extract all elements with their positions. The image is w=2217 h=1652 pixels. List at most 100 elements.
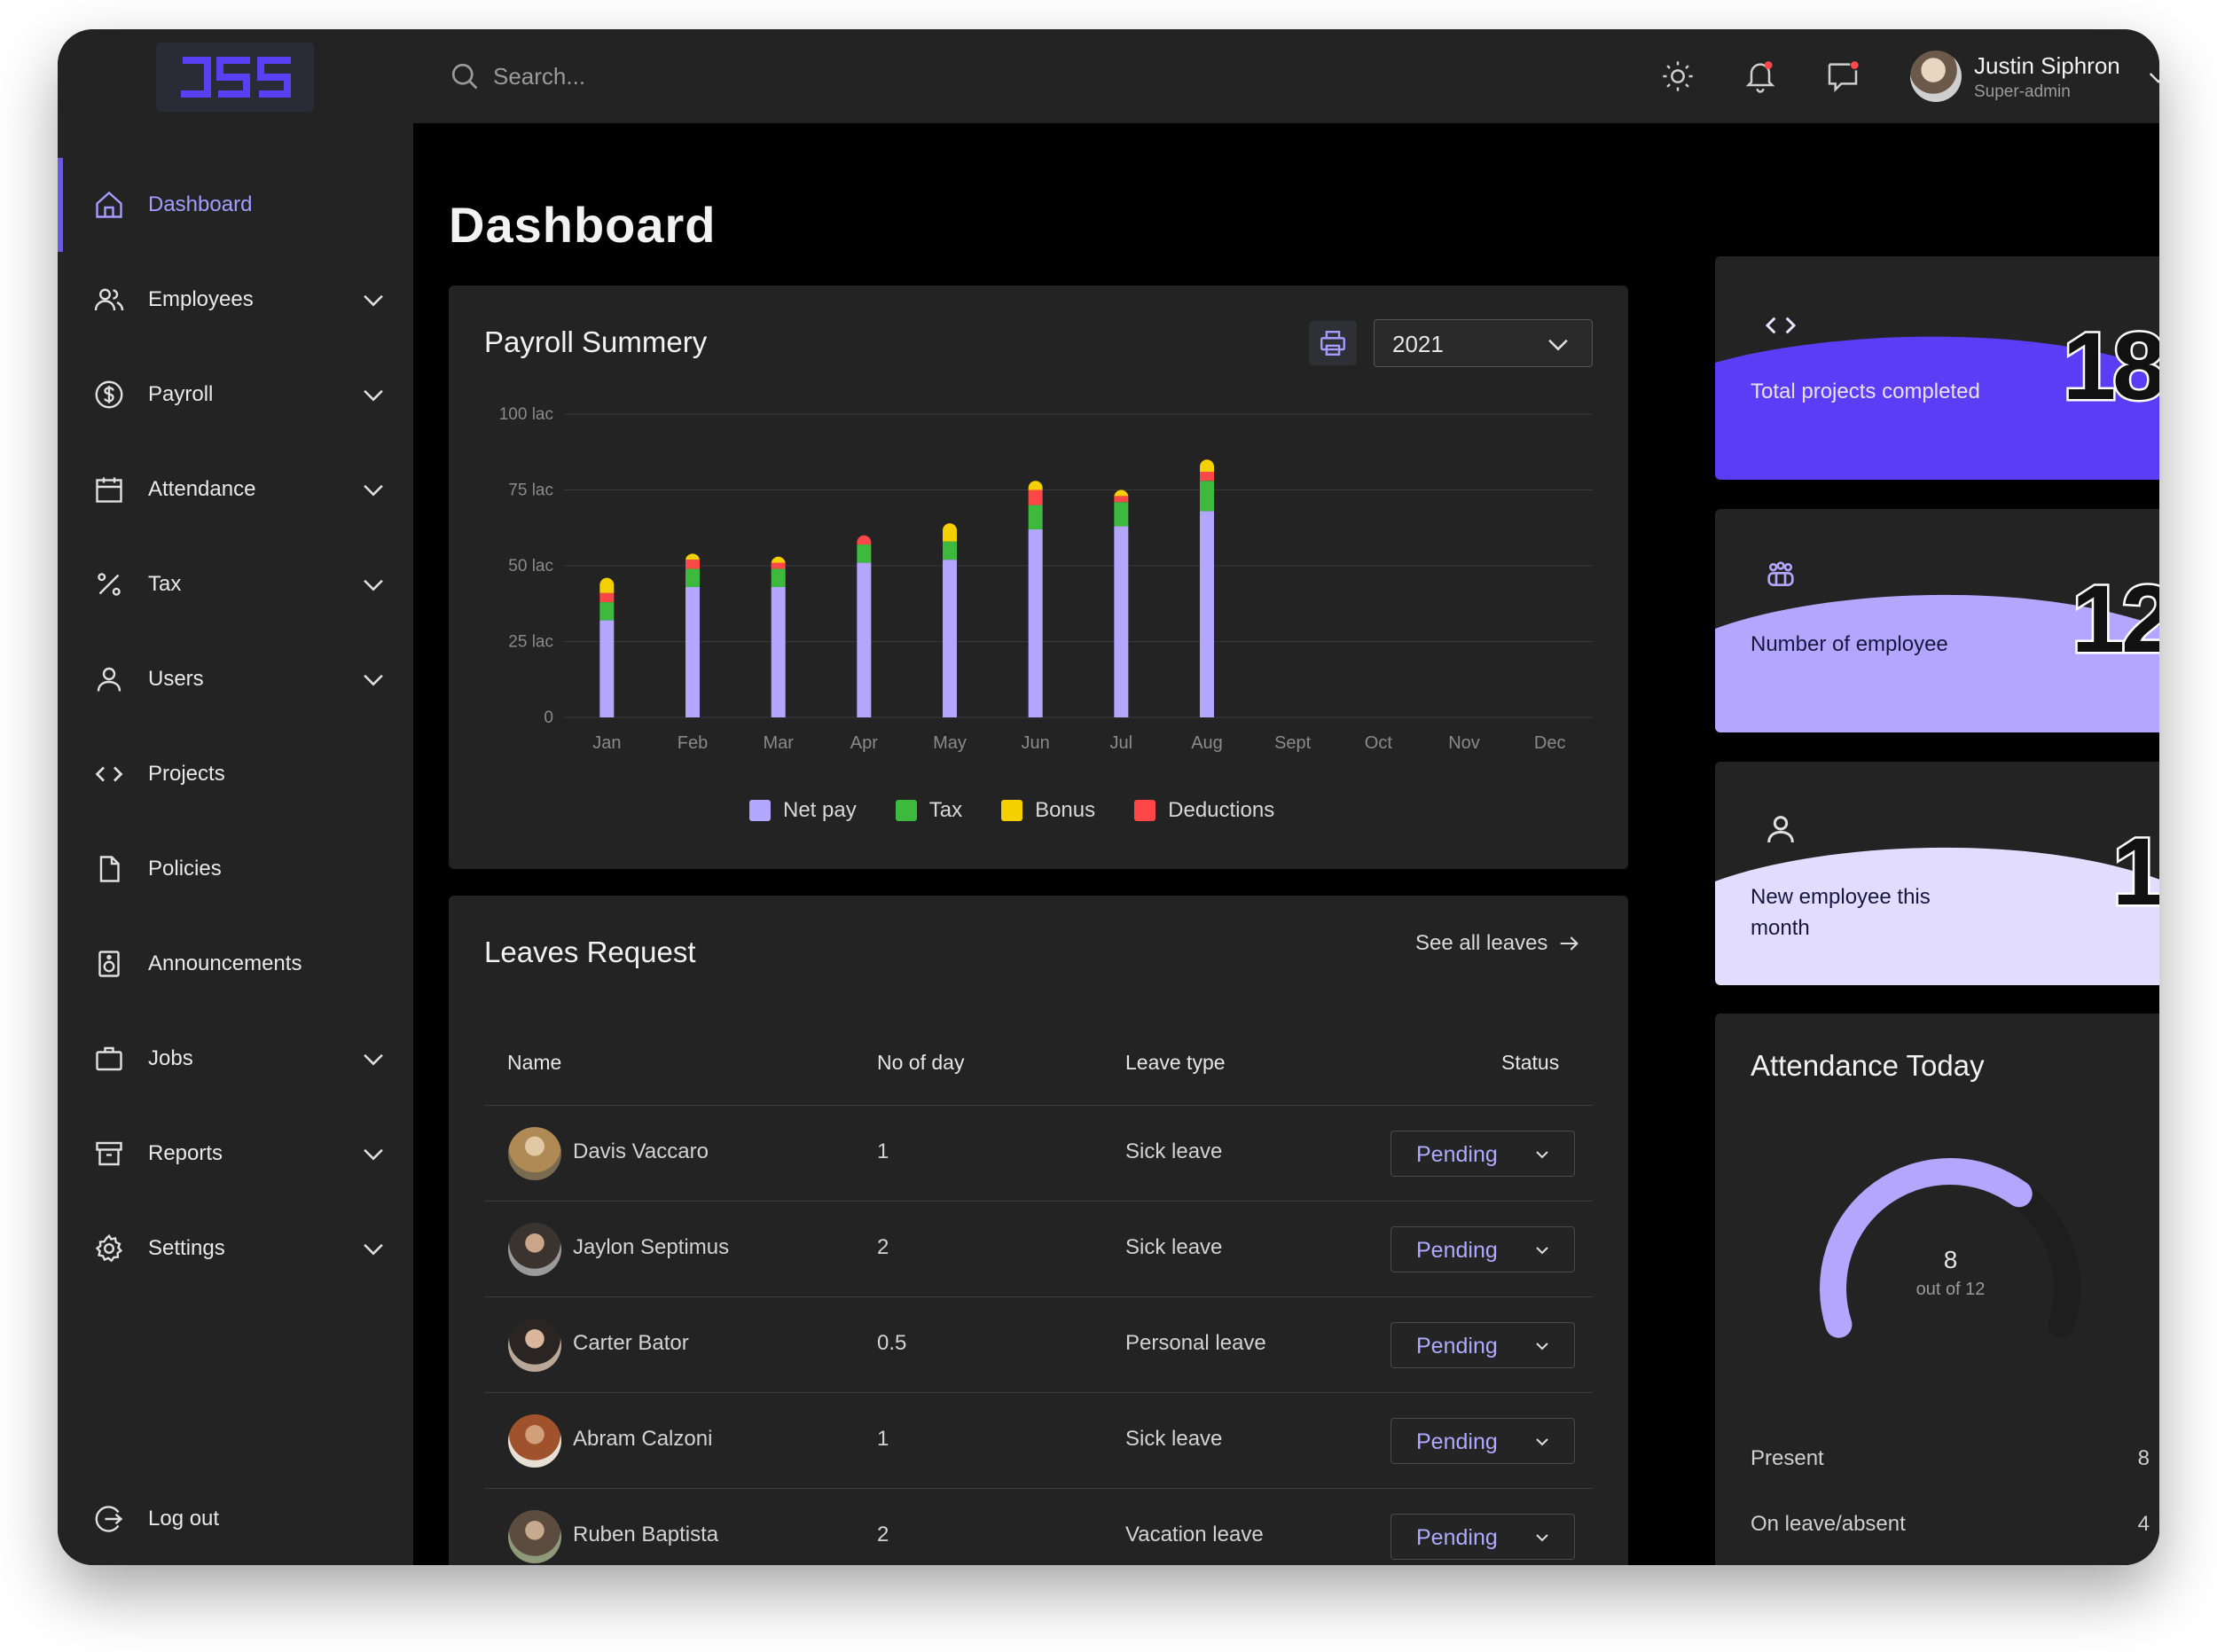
print-button[interactable] <box>1309 321 1357 365</box>
chevron-down-icon[interactable] <box>358 1044 388 1074</box>
status-select[interactable]: Pending <box>1391 1131 1575 1177</box>
row-days: 2 <box>877 1235 889 1259</box>
legend-label: Tax <box>928 798 963 822</box>
y-tick-label: 25 lac <box>508 633 553 652</box>
sidebar-item-announcements[interactable]: Announcements <box>58 930 413 998</box>
table-row[interactable]: Davis Vaccaro 1 Sick leave Pending <box>484 1105 1593 1201</box>
sidebar-item-settings[interactable]: Settings <box>58 1215 413 1282</box>
column-header-leave-type: Leave type <box>1125 1051 1226 1074</box>
sidebar-item-label: Projects <box>148 762 225 786</box>
status-select[interactable]: Pending <box>1391 1514 1575 1560</box>
status-select[interactable]: Pending <box>1391 1418 1575 1464</box>
bar-segment <box>771 586 786 717</box>
leaves-card: Leaves Request See all leaves Name No of… <box>449 896 1628 1565</box>
x-tick-label: Oct <box>1365 733 1393 753</box>
chevron-down-icon <box>1536 1534 1548 1542</box>
status-select[interactable]: Pending <box>1391 1322 1575 1368</box>
chevron-down-icon <box>1536 1247 1548 1255</box>
bar-segment <box>1114 502 1129 527</box>
table-row[interactable]: Ruben Baptista 2 Vacation leave Pending <box>484 1488 1593 1565</box>
user-icon <box>1767 816 1794 843</box>
chart-legend: Net pay Tax Bonus Deductions <box>749 798 1274 823</box>
chevron-down-icon[interactable] <box>358 1139 388 1169</box>
code-icon <box>95 766 123 782</box>
chevron-down-icon[interactable] <box>358 474 388 505</box>
bar-segment <box>857 562 872 717</box>
stat-card-employees[interactable]: Number of employee 12 <box>1715 509 2159 732</box>
chevron-down-icon[interactable] <box>358 569 388 599</box>
search-input[interactable] <box>493 62 848 90</box>
sidebar-item-projects[interactable]: Projects <box>58 740 413 808</box>
bar-segment <box>1028 505 1043 529</box>
table-row[interactable]: Carter Bator 0.5 Personal leave Pending <box>484 1296 1593 1392</box>
row-name: Jaylon Septimus <box>573 1235 730 1259</box>
file-icon <box>99 856 120 882</box>
chevron-down-icon[interactable] <box>358 380 388 410</box>
brand-logo[interactable] <box>156 43 314 112</box>
sidebar-item-employees[interactable]: Employees <box>58 266 413 333</box>
dollar-icon <box>95 380 123 409</box>
status-select[interactable]: Pending <box>1391 1226 1575 1272</box>
sidebar-item-policies[interactable]: Policies <box>58 835 413 903</box>
sidebar-item-payroll[interactable]: Payroll <box>58 361 413 428</box>
row-name: Abram Calzoni <box>573 1427 713 1451</box>
sidebar-item-dashboard[interactable]: Dashboard <box>58 171 413 239</box>
sidebar-item-tax[interactable]: Tax <box>58 551 413 618</box>
arrow-right-icon <box>1561 936 1579 951</box>
bar-segment <box>943 523 957 542</box>
attendance-value: 4 <box>2137 1512 2150 1536</box>
bar-segment <box>857 535 872 545</box>
row-leave-type: Personal leave <box>1125 1331 1266 1355</box>
message-icon[interactable] <box>1825 59 1861 94</box>
stat-wave <box>1715 847 2159 985</box>
table-row[interactable]: Abram Calzoni 1 Sick leave Pending <box>484 1392 1593 1488</box>
chevron-down-icon[interactable] <box>358 1233 388 1264</box>
row-days: 1 <box>877 1427 889 1451</box>
briefcase-icon <box>96 1046 122 1071</box>
user-icon <box>97 667 121 692</box>
legend-item-deductions[interactable]: Deductions <box>1134 798 1274 823</box>
legend-item-bonus[interactable]: Bonus <box>1001 798 1095 823</box>
payroll-card: Payroll Summery 2021 0 25 lac 50 lac 75 lac… <box>449 286 1628 869</box>
avatar[interactable] <box>1910 51 1962 102</box>
see-all-leaves-link[interactable]: See all leaves <box>1415 931 1581 956</box>
stat-wave <box>1715 336 2159 480</box>
stat-card-projects[interactable]: Total projects completed 18 <box>1715 256 2159 480</box>
bar-segment <box>599 592 615 603</box>
x-tick-label: May <box>933 733 967 753</box>
logout-button[interactable]: Log out <box>58 1485 413 1553</box>
bell-icon[interactable] <box>1743 59 1778 94</box>
attendance-row-absent: On leave/absent 4 <box>1751 1512 2150 1537</box>
x-tick-label: Jan <box>592 733 621 753</box>
sidebar-item-reports[interactable]: Reports <box>58 1120 413 1187</box>
sidebar-item-label: Employees <box>148 287 254 311</box>
home-icon <box>96 191 122 218</box>
bar-segment <box>1200 511 1214 717</box>
app-window: Dashboard Employees Payroll Attendance T… <box>58 29 2159 1565</box>
sun-icon[interactable] <box>1660 59 1696 94</box>
sidebar-item-attendance[interactable]: Attendance <box>58 456 413 523</box>
attendance-row-present: Present 8 <box>1751 1446 2150 1471</box>
stat-label: Total projects completed <box>1751 380 1980 403</box>
table-row[interactable]: Jaylon Septimus 2 Sick leave Pending <box>484 1201 1593 1296</box>
bar-segment <box>771 556 786 564</box>
sidebar-item-users[interactable]: Users <box>58 646 413 713</box>
year-select[interactable]: 2021 <box>1374 319 1593 367</box>
chevron-down-icon[interactable] <box>358 285 388 315</box>
sidebar-item-jobs[interactable]: Jobs <box>58 1025 413 1092</box>
user-name: Justin Siphron <box>1974 52 2120 79</box>
legend-item-net-pay[interactable]: Net pay <box>749 798 857 823</box>
x-tick-label: Dec <box>1534 733 1566 753</box>
legend-item-tax[interactable]: Tax <box>895 798 963 823</box>
row-leave-type: Sick leave <box>1125 1139 1223 1163</box>
logo-mark-icon <box>181 57 291 98</box>
y-tick-label: 75 lac <box>508 482 553 500</box>
stat-card-new-employees[interactable]: New employee this month 1 <box>1715 762 2159 985</box>
sidebar-item-label: Users <box>148 667 204 691</box>
sidebar-item-label: Dashboard <box>148 192 253 216</box>
bar-segment <box>857 544 872 563</box>
chevron-down-icon[interactable] <box>2144 63 2159 91</box>
chevron-down-icon[interactable] <box>358 664 388 694</box>
avatar <box>508 1414 561 1468</box>
attendance-label: Present <box>1751 1446 1824 1470</box>
